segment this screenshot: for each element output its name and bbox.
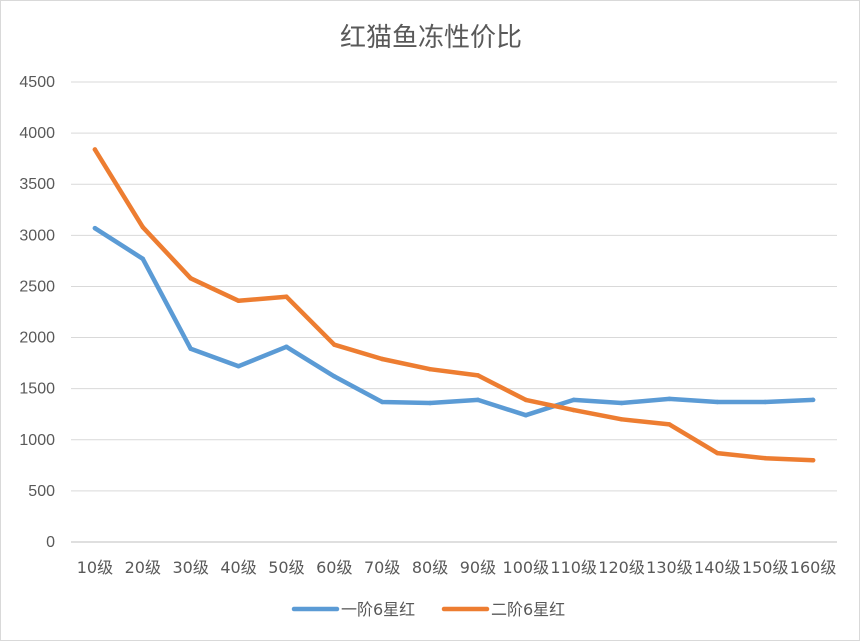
series-line-2: [92, 147, 816, 463]
legend: 一阶6星红 二阶6星红: [291, 600, 565, 619]
y-tick-label: 3500: [19, 176, 55, 193]
data-point: [762, 399, 768, 405]
data-point: [92, 225, 98, 231]
data-point: [810, 457, 816, 463]
x-tick-label: 40级: [220, 558, 256, 577]
data-point: [332, 342, 337, 347]
x-tick-label: 90级: [460, 558, 496, 577]
x-tick-label: 50级: [268, 558, 304, 577]
x-tick-label: 30级: [173, 558, 209, 577]
legend-label: 一阶6星红: [341, 600, 415, 619]
data-point: [188, 276, 193, 281]
data-point: [379, 399, 385, 405]
data-point: [715, 450, 720, 456]
data-point: [92, 147, 98, 152]
data-point: [523, 412, 529, 418]
x-tick-label: 10级: [77, 558, 113, 577]
data-point: [140, 224, 146, 230]
data-point: [715, 399, 720, 405]
data-point: [571, 407, 576, 413]
data-point: [236, 298, 241, 304]
data-point: [667, 422, 672, 427]
data-point: [140, 256, 146, 262]
gridlines: [71, 81, 837, 543]
data-point: [810, 397, 816, 403]
x-tick-label: 110级: [550, 558, 597, 577]
x-tick-label: 130级: [646, 558, 693, 577]
x-tick-label: 140级: [694, 558, 741, 577]
data-point: [379, 356, 385, 362]
y-tick-label: 1000: [19, 432, 55, 449]
data-point: [619, 417, 624, 422]
y-axis-tick-labels: 0 500 1000 1500 2000 2500 3000 3500 4000 4500: [19, 74, 55, 551]
y-tick-label: 1500: [19, 381, 55, 398]
x-tick-label: 70级: [364, 558, 400, 577]
data-point: [236, 363, 241, 369]
y-tick-label: 3000: [19, 227, 55, 244]
data-point: [427, 400, 433, 406]
data-point: [619, 400, 624, 406]
chart-title: 红猫鱼冻性价比: [340, 23, 522, 53]
y-tick-label: 0: [46, 534, 55, 551]
data-point: [284, 344, 289, 350]
series-lines: [92, 147, 816, 463]
x-tick-label: 20级: [125, 558, 161, 577]
x-tick-label: 150级: [742, 558, 789, 577]
data-point: [332, 374, 337, 379]
data-point: [284, 294, 289, 299]
x-tick-label: 60级: [316, 558, 352, 577]
y-tick-label: 2500: [19, 278, 55, 295]
y-tick-label: 4000: [19, 125, 55, 142]
legend-label: 二阶6星红: [491, 600, 565, 619]
data-point: [475, 373, 481, 378]
x-tick-label: 160级: [790, 558, 837, 577]
data-point: [188, 346, 193, 352]
data-point: [427, 366, 433, 372]
y-tick-label: 500: [28, 483, 55, 500]
data-point: [523, 397, 529, 403]
series-line-1: [92, 225, 816, 418]
data-point: [762, 455, 768, 461]
data-point: [667, 396, 672, 402]
data-point: [475, 397, 481, 403]
data-point: [571, 397, 576, 403]
y-tick-label: 4500: [19, 74, 55, 91]
x-axis-category-labels: 10级 20级 30级 40级 50级 60级 70级 80级 90级 100级 110级 120级 1…: [77, 558, 837, 577]
x-tick-label: 120级: [598, 558, 645, 577]
x-tick-label: 80级: [412, 558, 448, 577]
x-tick-label: 100级: [503, 558, 550, 577]
y-tick-label: 2000: [19, 330, 55, 347]
